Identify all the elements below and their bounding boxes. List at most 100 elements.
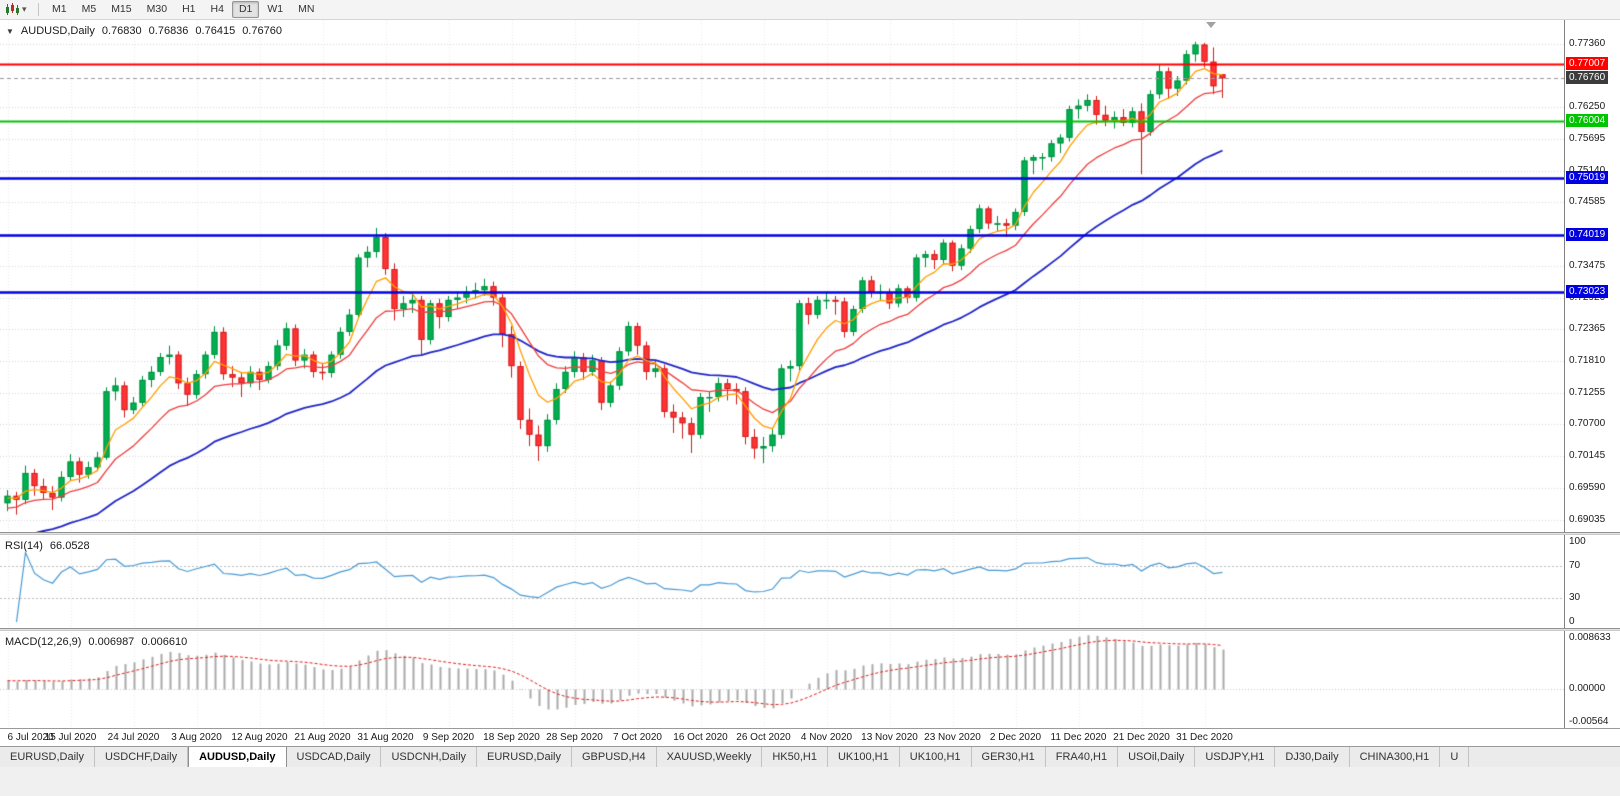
date-label: 3 Aug 2020 (171, 732, 222, 743)
tab-eurusd-daily[interactable]: EURUSD,Daily (477, 747, 572, 767)
date-label: 28 Sep 2020 (546, 732, 603, 743)
chart-region: ▼ AUDUSD,Daily 0.76830 0.76836 0.76415 0… (0, 20, 1620, 746)
tab-uk100-h1[interactable]: UK100,H1 (827, 747, 900, 767)
tab-usdcad-daily[interactable]: USDCAD,Daily (286, 747, 382, 767)
level-price-label: 0.74019 (1566, 228, 1609, 241)
date-axis[interactable]: 6 Jul 2020 15 Jul 2020 24 Jul 2020 3 Aug 20… (0, 728, 1620, 746)
timeframe-button-m15[interactable]: M15 (111, 3, 132, 15)
indicator-scale-label: 70 (1569, 560, 1581, 571)
tab-usoil-daily[interactable]: USOil,Daily (1118, 747, 1196, 767)
price-tick-label: 0.75140 (1569, 165, 1605, 177)
toolbar-separator (38, 3, 39, 16)
date-label: 21 Aug 2020 (294, 732, 351, 743)
pane-separator[interactable] (0, 532, 1620, 535)
level-price-label: 0.77007 (1566, 57, 1609, 70)
level-price-label: 0.73023 (1566, 285, 1609, 298)
tab-usdchf-daily[interactable]: USDCHF,Daily (94, 747, 189, 767)
price-tick-label: 0.77360 (1569, 38, 1606, 49)
collapse-ohlc-icon[interactable]: ▼ (6, 26, 14, 36)
price-tick-label: 0.69590 (1569, 482, 1606, 493)
tab-fra40-h1[interactable]: FRA40,H1 (1045, 747, 1119, 767)
low-value: 0.76415 (195, 25, 236, 37)
price-scale[interactable]: 0.77360 0.76250 0.75695 0.75140 0.74585 0.734… (1564, 20, 1620, 746)
current-price-label: 0.76760 (1566, 71, 1609, 84)
timeframe-button-m1[interactable]: M1 (52, 3, 67, 15)
price-tick-label: 0.70700 (1569, 418, 1606, 429)
date-label: 31 Aug 2020 (357, 732, 414, 743)
indicator-scale-label: 100 (1569, 536, 1586, 547)
rsi-indicator-label: RSI(14) 66.0528 (5, 540, 90, 552)
symbol-period-label: AUDUSD,Daily (20, 25, 95, 37)
chart-type-dropdown-icon[interactable]: ▾ (22, 4, 27, 14)
pane-separator[interactable] (0, 628, 1620, 631)
macd-indicator-label: MACD(12,26,9) 0.006987 0.006610 (5, 636, 187, 648)
tab-u[interactable]: U (1440, 747, 1470, 767)
rsi-name: RSI(14) (5, 540, 43, 552)
price-tick-label: 0.72365 (1569, 323, 1606, 334)
date-label: 2 Dec 2020 (989, 732, 1042, 743)
tab-xauusd-weekly[interactable]: XAUUSD,Weekly (656, 747, 763, 767)
timeframe-button-group: M1 M5 M15 M30 H1 H4 D1 W1 MN (45, 1, 321, 18)
price-tick-label: 0.74585 (1569, 196, 1606, 207)
price-tick-label: 0.71255 (1569, 387, 1606, 398)
timeframe-button-h4[interactable]: H4 (210, 3, 224, 15)
date-label: 11 Dec 2020 (1050, 732, 1107, 743)
chart-tab-bar: EURUSD,Daily USDCHF,Daily AUDUSD,Daily USDC… (0, 746, 1620, 767)
tab-hk50-h1[interactable]: HK50,H1 (762, 747, 828, 767)
date-label: 13 Nov 2020 (861, 732, 918, 743)
date-label: 4 Nov 2020 (800, 732, 853, 743)
tab-gbpusd-h4[interactable]: GBPUSD,H4 (572, 747, 657, 767)
rsi-value: 66.0528 (49, 540, 90, 552)
price-tick-label: 0.71810 (1569, 355, 1606, 366)
chart-shift-marker-icon[interactable] (1206, 22, 1216, 28)
timeframe-button-m30[interactable]: M30 (146, 3, 168, 15)
indicator-scale-label: 0.00000 (1569, 683, 1606, 694)
timeframe-button-d1[interactable]: D1 (231, 1, 260, 18)
tab-dj30-daily[interactable]: DJ30,Daily (1275, 747, 1350, 767)
tab-ger30-h1[interactable]: GER30,H1 (971, 747, 1046, 767)
footer-area (0, 767, 1620, 796)
date-label: 23 Nov 2020 (924, 732, 981, 743)
close-value: 0.76760 (242, 25, 282, 37)
indicator-scale-label: 30 (1569, 592, 1581, 603)
timeframe-button-m5[interactable]: M5 (81, 3, 97, 15)
macd-pane-canvas[interactable] (0, 632, 1564, 728)
price-tick-label: 0.75695 (1569, 133, 1606, 144)
level-price-label: 0.76004 (1566, 114, 1609, 127)
macd-name: MACD(12,26,9) (5, 636, 82, 648)
tab-usdcnh-daily[interactable]: USDCNH,Daily (381, 747, 478, 767)
price-tick-label: 0.73475 (1569, 260, 1606, 271)
tab-uk100-h1[interactable]: UK100,H1 (899, 747, 972, 767)
price-chart-canvas[interactable] (0, 20, 1564, 532)
date-label: 15 Jul 2020 (44, 732, 97, 743)
high-value: 0.76836 (148, 25, 189, 37)
candlestick-chart-icon[interactable] (3, 2, 21, 18)
indicator-scale-label: 0.008633 (1569, 632, 1611, 643)
timeframe-button-mn[interactable]: MN (298, 3, 315, 15)
price-tick-label: 0.69035 (1569, 514, 1606, 525)
price-tick-label: 0.76250 (1569, 101, 1606, 112)
tab-china300-h1[interactable]: CHINA300,H1 (1349, 747, 1441, 767)
macd-signal-value: 0.006610 (141, 636, 188, 648)
tab-eurusd-daily[interactable]: EURUSD,Daily (0, 747, 95, 767)
ohlc-header: ▼ AUDUSD,Daily 0.76830 0.76836 0.76415 0… (6, 25, 282, 37)
rsi-pane-canvas[interactable] (0, 536, 1564, 628)
date-label: 21 Dec 2020 (1113, 732, 1170, 743)
date-label: 26 Oct 2020 (736, 732, 791, 743)
date-label: 6 Jul 2020 (7, 732, 54, 743)
indicator-scale-label: -0.00564 (1569, 716, 1609, 727)
tab-usdjpy-h1[interactable]: USDJPY,H1 (1195, 747, 1276, 767)
tab-audusd-daily[interactable]: AUDUSD,Daily (188, 747, 287, 767)
indicator-scale-label: 0 (1569, 616, 1575, 627)
date-label: 12 Aug 2020 (231, 732, 288, 743)
timeframe-button-w1[interactable]: W1 (267, 3, 284, 15)
toolbar: ▾ M1 M5 M15 M30 H1 H4 D1 W1 MN (0, 0, 1620, 20)
date-label: 24 Jul 2020 (107, 732, 160, 743)
date-label: 31 Dec 2020 (1176, 732, 1233, 743)
date-label: 7 Oct 2020 (613, 732, 662, 743)
date-label: 18 Sep 2020 (483, 732, 540, 743)
level-price-label: 0.75019 (1566, 171, 1609, 184)
timeframe-button-h1[interactable]: H1 (182, 3, 196, 15)
macd-main-value: 0.006987 (88, 636, 135, 648)
